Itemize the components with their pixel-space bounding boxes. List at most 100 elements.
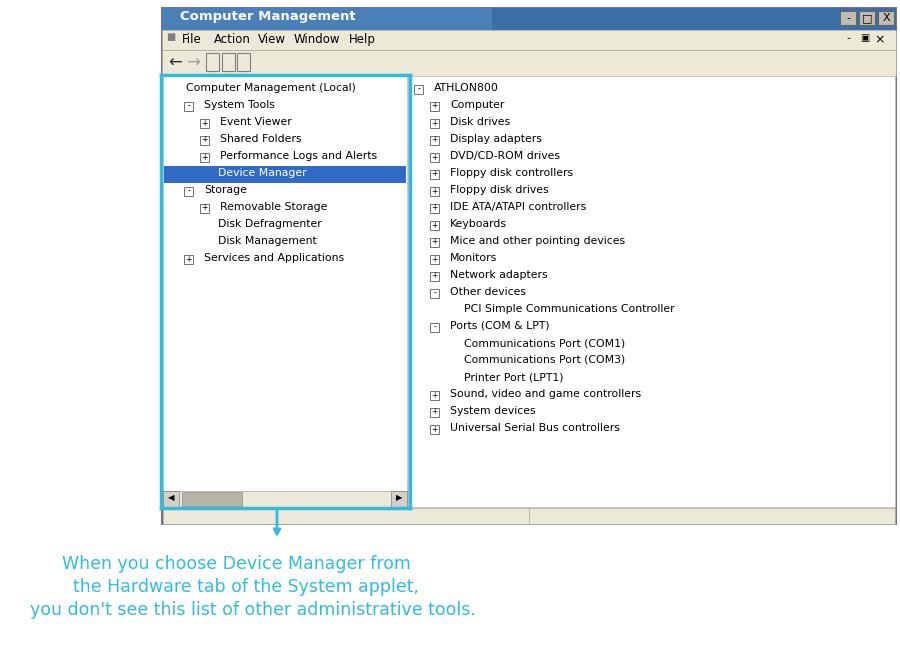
Text: Computer: Computer — [450, 100, 504, 110]
Text: -: - — [187, 187, 190, 196]
Text: Shared Folders: Shared Folders — [220, 134, 302, 144]
Text: ×: × — [874, 33, 885, 46]
Text: Help: Help — [349, 33, 376, 46]
Text: Event Viewer: Event Viewer — [220, 117, 292, 127]
Bar — [840, 11, 856, 25]
Text: Disk Defragmenter: Disk Defragmenter — [218, 219, 322, 229]
Text: Disk Management: Disk Management — [218, 236, 317, 246]
Text: Computer Management (Local): Computer Management (Local) — [186, 83, 356, 93]
Bar — [430, 221, 439, 230]
Bar — [430, 272, 439, 281]
Bar — [409, 76, 895, 507]
Bar — [163, 491, 179, 507]
Text: +: + — [431, 203, 437, 213]
Bar — [184, 187, 193, 196]
Bar — [430, 170, 439, 179]
Text: Communications Port (COM3): Communications Port (COM3) — [464, 355, 626, 365]
Text: the Hardware tab of the System applet,: the Hardware tab of the System applet, — [62, 578, 419, 596]
Text: Ports (COM & LPT): Ports (COM & LPT) — [450, 321, 550, 331]
Text: PCI Simple Communications Controller: PCI Simple Communications Controller — [464, 304, 675, 314]
Bar — [184, 255, 193, 264]
Text: +: + — [431, 424, 437, 434]
Bar — [200, 119, 209, 128]
Text: +: + — [431, 408, 437, 417]
Text: +: + — [185, 255, 192, 264]
Bar — [430, 255, 439, 264]
Text: Floppy disk controllers: Floppy disk controllers — [450, 168, 573, 178]
Text: +: + — [431, 119, 437, 128]
Text: ▶: ▶ — [396, 493, 402, 502]
Text: File: File — [182, 33, 202, 46]
Text: +: + — [202, 152, 208, 161]
Bar — [859, 11, 875, 25]
Bar — [430, 204, 439, 213]
Bar — [878, 11, 894, 25]
Bar — [430, 323, 439, 332]
Text: System devices: System devices — [450, 406, 536, 416]
Bar — [163, 76, 407, 507]
Text: Action: Action — [214, 33, 251, 46]
Text: +: + — [431, 170, 437, 178]
Text: +: + — [431, 135, 437, 145]
Bar — [163, 491, 407, 507]
Text: ◀: ◀ — [167, 493, 175, 502]
Text: Other devices: Other devices — [450, 287, 526, 297]
Bar — [430, 425, 439, 434]
Text: Sound, video and game controllers: Sound, video and game controllers — [450, 389, 641, 399]
Bar — [164, 166, 406, 183]
Bar — [162, 8, 896, 524]
Text: ATHLON800: ATHLON800 — [434, 83, 499, 93]
Bar — [430, 153, 439, 162]
Text: +: + — [431, 272, 437, 281]
Text: +: + — [431, 102, 437, 111]
Text: ←: ← — [168, 54, 182, 72]
Text: -: - — [433, 323, 436, 332]
Bar — [430, 119, 439, 128]
Text: When you choose Device Manager from: When you choose Device Manager from — [62, 555, 411, 573]
Text: □: □ — [862, 13, 872, 23]
Bar — [163, 508, 895, 524]
Bar — [430, 391, 439, 400]
Text: X: X — [882, 13, 890, 23]
Text: Universal Serial Bus controllers: Universal Serial Bus controllers — [450, 423, 620, 433]
Text: +: + — [202, 119, 208, 128]
Text: Keyboards: Keyboards — [450, 219, 507, 229]
Text: ■: ■ — [166, 32, 176, 42]
Text: DVD/CD-ROM drives: DVD/CD-ROM drives — [450, 151, 560, 161]
Bar — [162, 8, 492, 30]
Text: +: + — [202, 203, 208, 213]
Text: +: + — [431, 187, 437, 196]
Text: +: + — [202, 135, 208, 145]
Text: Storage: Storage — [204, 185, 247, 195]
Bar — [222, 53, 235, 71]
Text: +: + — [431, 220, 437, 229]
Text: -: - — [417, 84, 420, 93]
Bar — [430, 187, 439, 196]
Text: Mice and other pointing devices: Mice and other pointing devices — [450, 236, 626, 246]
Text: Communications Port (COM1): Communications Port (COM1) — [464, 338, 626, 348]
Bar — [391, 491, 407, 507]
Text: Monitors: Monitors — [450, 253, 497, 263]
Bar — [206, 53, 219, 71]
Text: Device Manager: Device Manager — [218, 168, 307, 178]
Text: +: + — [431, 255, 437, 264]
Text: Window: Window — [294, 33, 340, 46]
Text: IDE ATA/ATAPI controllers: IDE ATA/ATAPI controllers — [450, 202, 586, 212]
Text: Printer Port (LPT1): Printer Port (LPT1) — [464, 372, 563, 382]
Bar — [414, 85, 423, 94]
Bar — [430, 289, 439, 298]
Bar — [162, 50, 896, 76]
Text: System Tools: System Tools — [204, 100, 274, 110]
Text: Performance Logs and Alerts: Performance Logs and Alerts — [220, 151, 377, 161]
Text: Removable Storage: Removable Storage — [220, 202, 328, 212]
Text: Computer Management: Computer Management — [180, 10, 356, 23]
Text: ▣: ▣ — [860, 33, 869, 43]
Text: -: - — [846, 33, 850, 43]
Text: +: + — [431, 391, 437, 400]
Bar — [162, 8, 896, 30]
Bar — [182, 492, 242, 506]
Bar — [200, 204, 209, 213]
Bar — [237, 53, 250, 71]
Text: Display adapters: Display adapters — [450, 134, 542, 144]
Bar — [200, 153, 209, 162]
